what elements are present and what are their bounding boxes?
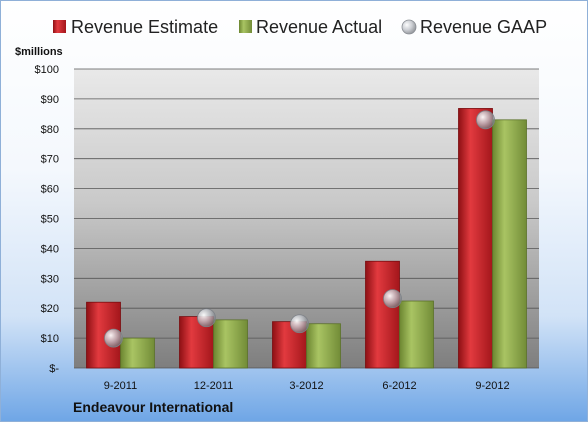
- x-axis: 9-2011 12-2011 3-2012 6-2012 9-2012: [104, 380, 510, 392]
- y-axis-unit-label: $millions: [15, 46, 63, 58]
- gaap-marker: [383, 289, 402, 309]
- legend-label-estimate: Revenue Estimate: [71, 17, 218, 37]
- estimate-bar: [365, 260, 400, 369]
- y-axis: $- $10 $20 $30 $40 $50 $60 $70 $80 $90 $100: [35, 64, 60, 375]
- y-tick-label: $30: [41, 273, 59, 285]
- legend-label-actual: Revenue Actual: [256, 17, 382, 37]
- legend-item-actual: Revenue Actual: [239, 17, 382, 37]
- legend-label-gaap: Revenue GAAP: [420, 17, 547, 37]
- actual-bar: [213, 319, 248, 369]
- x-tick-label: 9-2011: [104, 380, 137, 392]
- y-tick-label: $20: [41, 303, 59, 315]
- y-tick-label: $60: [41, 184, 59, 196]
- x-tick-label: 3-2012: [289, 380, 323, 392]
- y-tick-label: $10: [41, 333, 59, 345]
- legend-item-estimate: Revenue Estimate: [53, 17, 218, 37]
- actual-bar: [492, 119, 527, 369]
- x-tick-label: 9-2012: [475, 380, 509, 392]
- x-tick-label: 6-2012: [382, 380, 416, 392]
- gaap-marker: [104, 328, 123, 348]
- estimate-bar: [458, 108, 493, 369]
- bars: [86, 108, 527, 369]
- y-tick-label: $40: [41, 243, 59, 255]
- legend-swatch-gaap: [401, 19, 417, 35]
- legend-swatch-estimate: [53, 20, 66, 33]
- y-tick-label: $-: [49, 363, 59, 375]
- actual-bar: [399, 300, 434, 369]
- legend: Revenue Estimate Revenue Actual Revenue …: [53, 17, 547, 37]
- actual-bar: [306, 323, 341, 369]
- legend-swatch-actual: [239, 20, 252, 33]
- company-name: Endeavour International: [73, 399, 233, 415]
- y-tick-label: $100: [35, 64, 59, 76]
- y-tick-label: $90: [41, 94, 59, 106]
- gaap-markers: [104, 110, 495, 348]
- legend-item-gaap: Revenue GAAP: [401, 17, 547, 37]
- y-tick-label: $80: [41, 124, 59, 136]
- y-tick-label: $70: [41, 154, 59, 166]
- x-tick-label: 12-2011: [194, 380, 234, 392]
- gaap-marker: [290, 314, 309, 334]
- actual-bar: [120, 337, 155, 369]
- y-tick-label: $50: [41, 214, 59, 226]
- gaap-marker: [476, 110, 495, 130]
- gaap-marker: [197, 308, 216, 328]
